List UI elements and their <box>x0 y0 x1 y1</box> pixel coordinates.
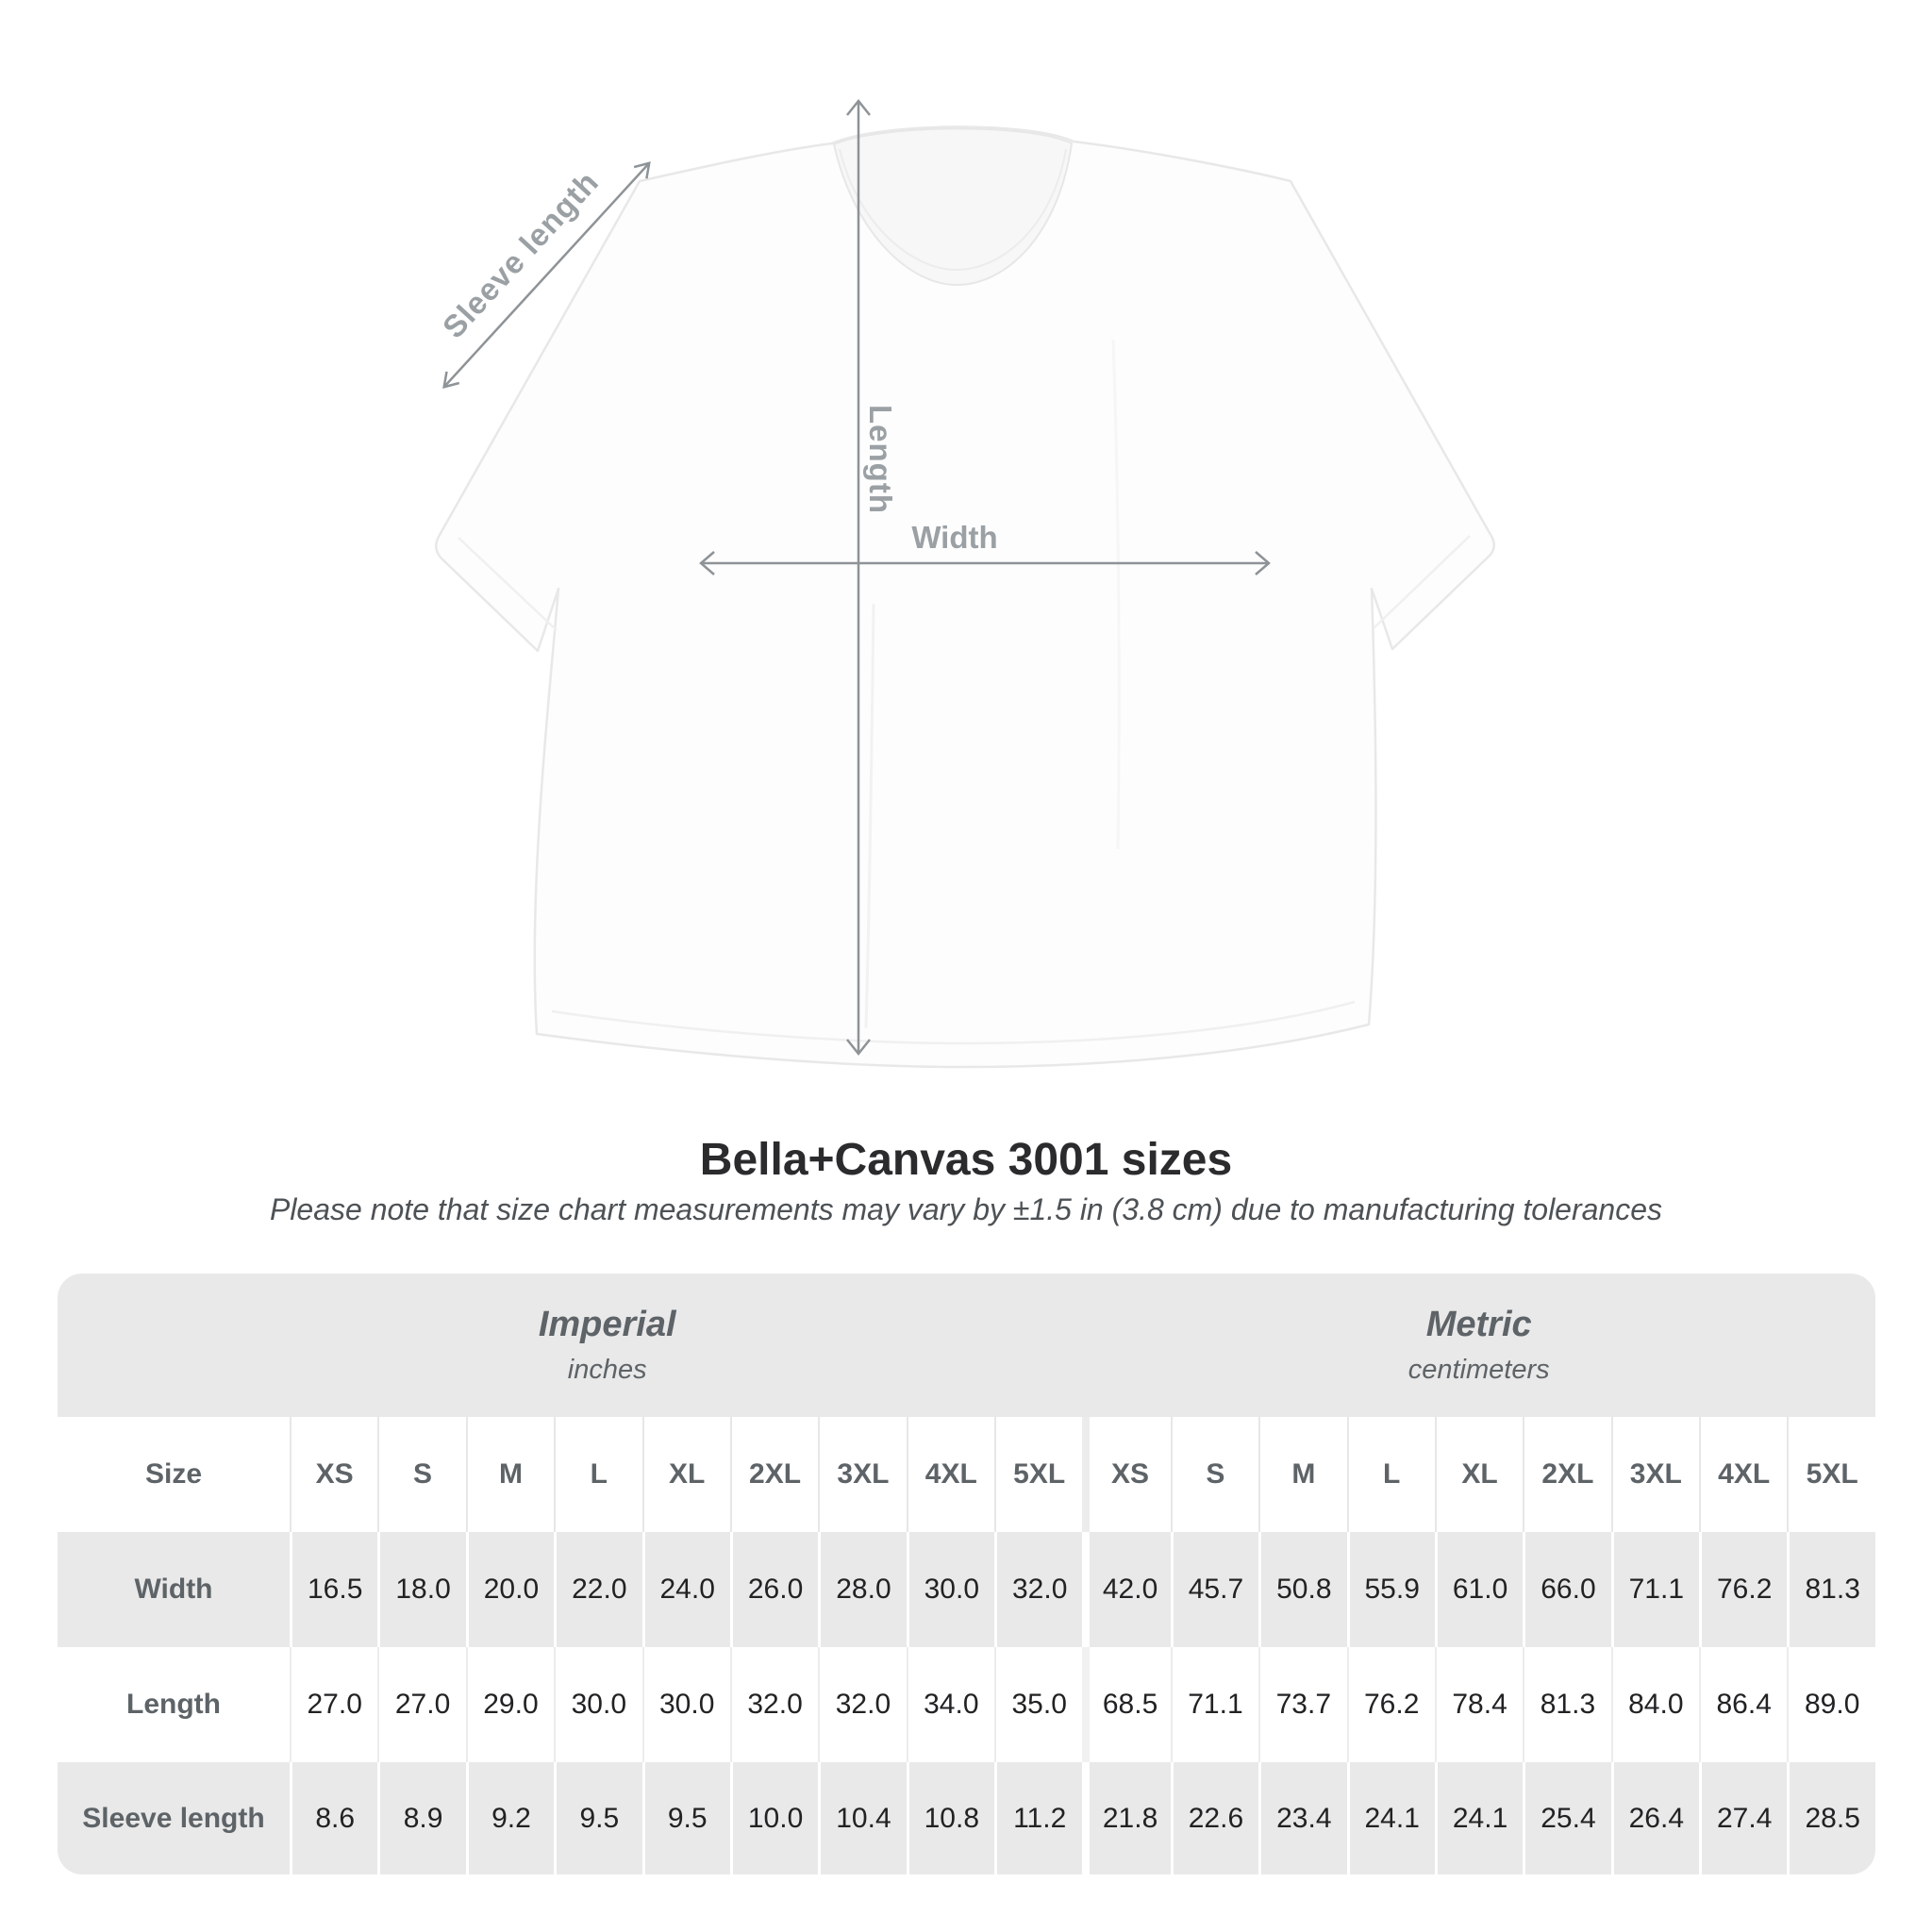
cell: 76.2 <box>1346 1647 1435 1762</box>
cell: 78.4 <box>1434 1647 1524 1762</box>
cell: 34.0 <box>906 1647 994 1762</box>
col-header: S <box>377 1417 466 1532</box>
cell: 84.0 <box>1610 1647 1699 1762</box>
cell: 10.4 <box>818 1762 907 1874</box>
cell: 89.0 <box>1787 1647 1875 1762</box>
cell: 11.2 <box>994 1762 1083 1874</box>
size-column-header: Size <box>58 1417 290 1532</box>
imperial-group-header: Imperial inches <box>58 1274 1083 1417</box>
col-header: 4XL <box>1699 1417 1788 1532</box>
cell: 50.8 <box>1258 1532 1347 1647</box>
cell: 26.0 <box>729 1532 819 1647</box>
col-header: 3XL <box>818 1417 907 1532</box>
cell: 27.0 <box>377 1647 466 1762</box>
length-arrow <box>846 98 871 1057</box>
col-header: 5XL <box>1787 1417 1875 1532</box>
cell: 73.7 <box>1258 1647 1347 1762</box>
cell: 26.4 <box>1610 1762 1699 1874</box>
cell: 81.3 <box>1787 1532 1875 1647</box>
cell: 42.0 <box>1082 1532 1171 1647</box>
cell: 66.0 <box>1523 1532 1611 1647</box>
cell: 71.1 <box>1610 1532 1699 1647</box>
size-table-grid: Imperial inches Metric centimeters Size … <box>58 1274 1875 1874</box>
cell: 86.4 <box>1699 1647 1788 1762</box>
cell: 24.0 <box>641 1532 730 1647</box>
cell: 71.1 <box>1170 1647 1259 1762</box>
col-header: XL <box>641 1417 730 1532</box>
cell: 32.0 <box>994 1532 1083 1647</box>
cell: 9.5 <box>554 1762 642 1874</box>
cell: 76.2 <box>1699 1532 1788 1647</box>
cell: 45.7 <box>1170 1532 1259 1647</box>
width-label: Width <box>911 520 998 555</box>
cell: 8.6 <box>290 1762 378 1874</box>
col-header: M <box>465 1417 555 1532</box>
cell: 20.0 <box>465 1532 555 1647</box>
cell: 32.0 <box>729 1647 819 1762</box>
cell: 35.0 <box>994 1647 1083 1762</box>
col-header: L <box>554 1417 642 1532</box>
cell: 9.2 <box>465 1762 555 1874</box>
cell: 10.8 <box>906 1762 994 1874</box>
col-header: XL <box>1434 1417 1524 1532</box>
cell: 24.1 <box>1346 1762 1435 1874</box>
sleeve-length-arrow <box>442 161 651 389</box>
imperial-label: Imperial <box>538 1305 676 1344</box>
cell: 21.8 <box>1082 1762 1171 1874</box>
col-header: 2XL <box>729 1417 819 1532</box>
width-arrow <box>699 551 1271 575</box>
col-header: S <box>1170 1417 1259 1532</box>
cell: 16.5 <box>290 1532 378 1647</box>
cell: 29.0 <box>465 1647 555 1762</box>
col-header: L <box>1346 1417 1435 1532</box>
row-label: Length <box>58 1647 290 1762</box>
cell: 61.0 <box>1434 1532 1524 1647</box>
row-label: Sleeve length <box>58 1762 290 1874</box>
metric-label: Metric <box>1425 1305 1532 1344</box>
cell: 25.4 <box>1523 1762 1611 1874</box>
table-row-sleeve-length: Sleeve length 8.6 8.9 9.2 9.5 9.5 10.0 1… <box>58 1762 1875 1874</box>
tolerance-note: Please note that size chart measurements… <box>269 1192 1663 1226</box>
col-header: XS <box>1082 1417 1171 1532</box>
table-group-header-row: Imperial inches Metric centimeters <box>58 1274 1875 1417</box>
cell: 28.0 <box>818 1532 907 1647</box>
cell: 30.0 <box>641 1647 730 1762</box>
cell: 68.5 <box>1082 1647 1171 1762</box>
cell: 30.0 <box>554 1647 642 1762</box>
table-row-length: Length 27.0 27.0 29.0 30.0 30.0 32.0 32.… <box>58 1647 1875 1762</box>
cell: 30.0 <box>906 1532 994 1647</box>
cell: 10.0 <box>729 1762 819 1874</box>
cell: 81.3 <box>1523 1647 1611 1762</box>
row-label: Width <box>58 1532 290 1647</box>
col-header: 5XL <box>994 1417 1083 1532</box>
col-header: XS <box>290 1417 378 1532</box>
tshirt-illustration <box>435 98 1495 1069</box>
cell: 9.5 <box>641 1762 730 1874</box>
page-title: Bella+Canvas 3001 sizes <box>699 1135 1233 1185</box>
table-row-width: Width 16.5 18.0 20.0 22.0 24.0 26.0 28.0… <box>58 1532 1875 1647</box>
cell: 8.9 <box>377 1762 466 1874</box>
col-header: 4XL <box>906 1417 994 1532</box>
metric-unit: centimeters <box>1407 1355 1550 1385</box>
cell: 22.0 <box>554 1532 642 1647</box>
cell: 23.4 <box>1258 1762 1347 1874</box>
cell: 32.0 <box>818 1647 907 1762</box>
length-label: Length <box>863 405 898 514</box>
cell: 27.0 <box>290 1647 378 1762</box>
size-table: Imperial inches Metric centimeters Size … <box>58 1274 1875 1874</box>
cell: 28.5 <box>1787 1762 1875 1874</box>
cell: 55.9 <box>1346 1532 1435 1647</box>
cell: 27.4 <box>1699 1762 1788 1874</box>
imperial-unit: inches <box>567 1355 647 1385</box>
table-header-row: Size XS S M L XL 2XL 3XL 4XL 5XL XS S M … <box>58 1417 1875 1532</box>
col-header: 3XL <box>1610 1417 1699 1532</box>
cell: 22.6 <box>1170 1762 1259 1874</box>
col-header: M <box>1258 1417 1347 1532</box>
tshirt-image <box>435 125 1495 1069</box>
cell: 18.0 <box>377 1532 466 1647</box>
metric-group-header: Metric centimeters <box>1082 1274 1875 1417</box>
cell: 24.1 <box>1434 1762 1524 1874</box>
col-header: 2XL <box>1523 1417 1611 1532</box>
